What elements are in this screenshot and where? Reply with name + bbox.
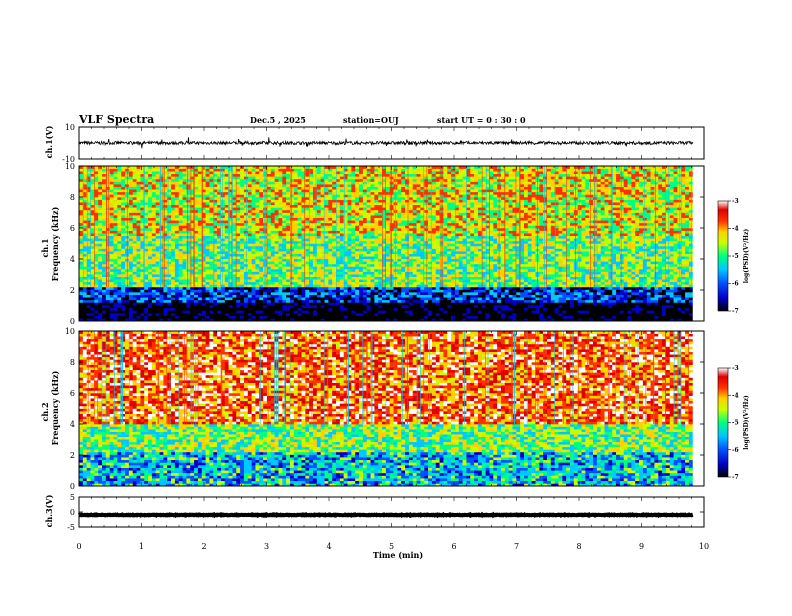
ch1-spectrogram-ytick-4: 8 bbox=[70, 193, 75, 202]
ch1-spectrogram-ytick-0: 0 bbox=[70, 317, 75, 326]
station-label: station=OUJ bbox=[343, 115, 399, 125]
ch3-waveform-ytick-0: 5 bbox=[70, 493, 75, 502]
ch1-colorbar-tick-2: -5 bbox=[732, 253, 739, 260]
ch2-spectrogram-heatmap bbox=[79, 331, 693, 486]
ch1-colorbar-tick-0: -3 bbox=[732, 198, 739, 205]
ch1-colorbar-tick-4: -7 bbox=[732, 308, 739, 315]
x-tick-7: 7 bbox=[514, 542, 519, 551]
ch2-colorbar-label: log(PSD)(V²/Hz) bbox=[743, 395, 750, 450]
ch2-channel-label: ch.2 bbox=[40, 402, 50, 421]
ch2-colorbar-tick-0: -3 bbox=[732, 365, 739, 372]
ch1-colorbar-tick-1: -4 bbox=[732, 226, 739, 233]
ch1-spectrogram-ytick-1: 2 bbox=[70, 286, 75, 295]
ch1-colorbar-gradient bbox=[718, 201, 728, 311]
ch2-colorbar-tick-2: -5 bbox=[732, 420, 739, 427]
ch3-waveform-ytick-1: 0 bbox=[70, 508, 75, 517]
figure-title: VLF Spectra bbox=[78, 113, 154, 126]
ch1-waveform-ytick-0: 10 bbox=[65, 123, 75, 132]
ch1-waveform-ylabel: ch.1(V) bbox=[44, 125, 54, 158]
x-tick-2: 2 bbox=[201, 542, 206, 551]
ch2-spectrogram-ytick-5: 10 bbox=[65, 327, 75, 336]
ch3-waveform-trace bbox=[79, 515, 693, 516]
ch1-spectrogram-panel: 0 2 4 6 8 10 bbox=[65, 162, 704, 326]
ch2-colorbar-tick-3: -6 bbox=[732, 447, 739, 454]
ch2-spectrogram-ytick-3: 6 bbox=[70, 389, 75, 398]
ch2-frequency-ylabel: Frequency (kHz) bbox=[50, 370, 60, 445]
ch1-colorbar: -3 -4 -5 -6 -7 log(PSD)(V²/Hz) bbox=[718, 198, 750, 315]
ch2-spectrogram-ytick-4: 8 bbox=[70, 358, 75, 367]
date-label: Dec.5 , 2025 bbox=[250, 115, 306, 125]
x-tick-3: 3 bbox=[264, 542, 269, 551]
x-tick-1: 1 bbox=[139, 542, 144, 551]
x-tick-9: 9 bbox=[639, 542, 644, 551]
ch1-channel-label: ch.1 bbox=[40, 238, 50, 257]
x-tick-10: 10 bbox=[699, 542, 709, 551]
ch2-spectrogram-ytick-0: 0 bbox=[70, 482, 75, 491]
ch1-colorbar-tick-3: -6 bbox=[732, 281, 739, 288]
x-tick-0: 0 bbox=[76, 542, 81, 551]
ch1-spectrogram-ytick-3: 6 bbox=[70, 224, 75, 233]
x-tick-6: 6 bbox=[451, 542, 456, 551]
start-time-label: start UT = 0 : 30 : 0 bbox=[437, 115, 526, 125]
time-axis-label: Time (min) bbox=[373, 550, 423, 560]
x-tick-4: 4 bbox=[326, 542, 331, 551]
ch2-spectrogram-panel: 0 2 4 6 8 10 bbox=[65, 327, 704, 491]
ch1-spectrogram-heatmap bbox=[79, 166, 693, 321]
x-tick-8: 8 bbox=[576, 542, 581, 551]
ch2-spectrogram-ytick-1: 2 bbox=[70, 451, 75, 460]
ch2-spectrogram-ytick-2: 4 bbox=[70, 420, 75, 429]
ch3-waveform-panel: 5 0 -5 bbox=[67, 493, 704, 532]
ch1-colorbar-label: log(PSD)(V²/Hz) bbox=[743, 229, 750, 284]
ch3-waveform-ylabel: ch.3(V) bbox=[44, 494, 54, 527]
ch1-waveform-panel: 10-10 bbox=[62, 123, 704, 164]
ch2-colorbar-tick-1: -4 bbox=[732, 392, 739, 399]
ch2-colorbar-tick-4: -7 bbox=[732, 474, 739, 481]
ch2-colorbar: -3 -4 -5 -6 -7 log(PSD)(V²/Hz) bbox=[718, 365, 750, 481]
ch1-frequency-ylabel: Frequency (kHz) bbox=[50, 206, 60, 281]
ch2-colorbar-gradient bbox=[718, 368, 728, 477]
ch1-spectrogram-ytick-2: 4 bbox=[70, 255, 75, 264]
ch3-waveform-ytick-2: -5 bbox=[67, 523, 75, 532]
ch1-spectrogram-ytick-5: 10 bbox=[65, 162, 75, 171]
